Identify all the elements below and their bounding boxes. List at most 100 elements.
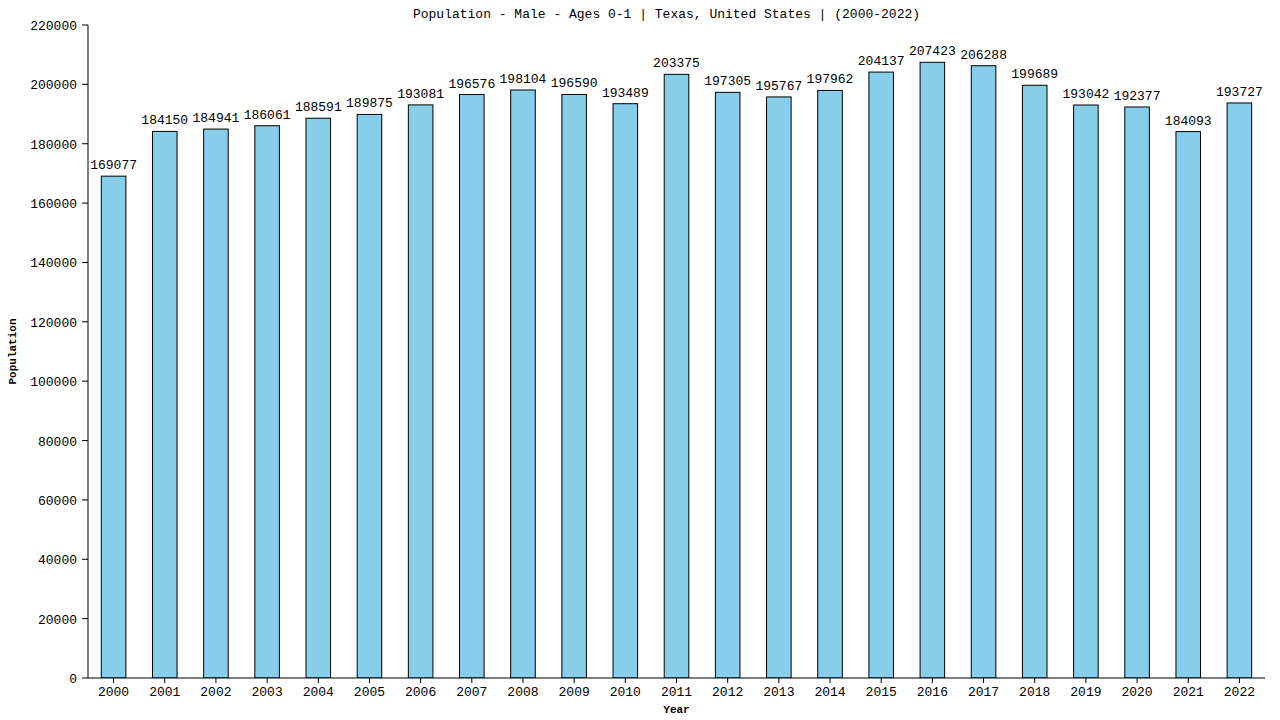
x-tick-label: 2019 — [1070, 685, 1101, 700]
data-label: 192377 — [1114, 89, 1161, 104]
x-tick-label: 2005 — [354, 685, 385, 700]
x-tick-label: 2009 — [559, 685, 590, 700]
x-tick-label: 2008 — [507, 685, 538, 700]
bar — [255, 126, 280, 678]
x-tick — [1188, 678, 1189, 683]
x-tick-label: 2015 — [866, 685, 897, 700]
y-axis — [88, 25, 89, 678]
y-tick — [82, 25, 88, 26]
x-tick-label: 2018 — [1019, 685, 1050, 700]
x-tick — [420, 678, 421, 683]
bar — [869, 72, 894, 678]
bar — [818, 90, 843, 678]
bar — [408, 105, 433, 678]
bar — [767, 97, 792, 678]
x-tick — [522, 678, 523, 683]
x-tick — [932, 678, 933, 683]
bar — [1022, 85, 1047, 678]
y-tick — [82, 440, 88, 441]
x-tick — [113, 678, 114, 683]
bar — [511, 90, 536, 678]
data-label: 189875 — [346, 96, 393, 111]
y-tick-label: 180000 — [30, 138, 77, 153]
data-label: 199689 — [1011, 67, 1058, 82]
x-tick-label: 2006 — [405, 685, 436, 700]
y-tick-label: 220000 — [30, 19, 77, 34]
y-tick-label: 200000 — [30, 78, 77, 93]
y-tick — [82, 262, 88, 263]
x-tick-label: 2021 — [1173, 685, 1204, 700]
bar — [1074, 105, 1099, 678]
y-tick — [82, 499, 88, 500]
chart: Population - Male - Ages 0-1 | Texas, Un… — [0, 0, 1280, 720]
bar — [562, 94, 587, 678]
x-tick — [1034, 678, 1035, 683]
data-label: 188591 — [295, 100, 342, 115]
bar — [613, 104, 638, 678]
x-tick-label: 2017 — [968, 685, 999, 700]
x-tick — [676, 678, 677, 683]
bar — [1227, 103, 1252, 678]
x-tick-label: 2016 — [917, 685, 948, 700]
y-tick-label: 40000 — [38, 553, 77, 568]
data-label: 197305 — [704, 74, 751, 89]
x-tick-label: 2000 — [98, 685, 129, 700]
data-label: 193727 — [1216, 85, 1263, 100]
y-tick — [82, 381, 88, 382]
bar — [971, 66, 996, 678]
x-tick-label: 2011 — [661, 685, 692, 700]
x-tick — [471, 678, 472, 683]
bar — [460, 95, 485, 678]
bar — [204, 129, 229, 678]
data-label: 196590 — [551, 76, 598, 91]
x-tick-label: 2007 — [456, 685, 487, 700]
x-tick-label: 2010 — [610, 685, 641, 700]
data-label: 207423 — [909, 44, 956, 59]
y-tick — [82, 618, 88, 619]
bar — [715, 92, 740, 678]
x-tick — [881, 678, 882, 683]
bar — [306, 118, 331, 678]
y-tick-label: 140000 — [30, 256, 77, 271]
data-label: 197962 — [807, 72, 854, 87]
y-tick — [82, 203, 88, 204]
data-label: 184093 — [1165, 114, 1212, 129]
x-tick — [215, 678, 216, 683]
bar — [1125, 107, 1150, 678]
x-tick — [574, 678, 575, 683]
x-tick-label: 2012 — [712, 685, 743, 700]
y-tick — [82, 84, 88, 85]
x-tick — [727, 678, 728, 683]
x-tick-label: 2001 — [149, 685, 180, 700]
data-label: 203375 — [653, 56, 700, 71]
x-tick-label: 2022 — [1224, 685, 1255, 700]
y-tick-label: 120000 — [30, 316, 77, 331]
bar — [1176, 132, 1201, 678]
y-tick-label: 60000 — [38, 494, 77, 509]
x-tick-label: 2014 — [814, 685, 845, 700]
x-tick — [1085, 678, 1086, 683]
data-label: 195767 — [755, 79, 802, 94]
y-axis-label: Population — [7, 318, 19, 384]
y-tick-label: 0 — [69, 672, 77, 687]
data-label: 196576 — [448, 77, 495, 92]
data-label: 206288 — [960, 48, 1007, 63]
x-tick — [830, 678, 831, 683]
y-tick — [82, 143, 88, 144]
data-label: 198104 — [500, 72, 547, 87]
y-tick-label: 20000 — [38, 613, 77, 628]
x-tick — [164, 678, 165, 683]
x-tick — [778, 678, 779, 683]
y-tick-label: 100000 — [30, 375, 77, 390]
data-label: 193081 — [397, 87, 444, 102]
data-label: 184150 — [141, 113, 188, 128]
data-labels: 1690771841501849411860611885911898751930… — [90, 44, 1263, 173]
bar — [101, 176, 126, 678]
data-label: 193489 — [602, 86, 649, 101]
x-tick — [983, 678, 984, 683]
data-label: 186061 — [244, 108, 291, 123]
y-tick — [82, 559, 88, 560]
title: Population - Male - Ages 0-1 | Texas, Un… — [413, 7, 920, 22]
y-tick — [82, 678, 88, 679]
y-tick — [82, 321, 88, 322]
